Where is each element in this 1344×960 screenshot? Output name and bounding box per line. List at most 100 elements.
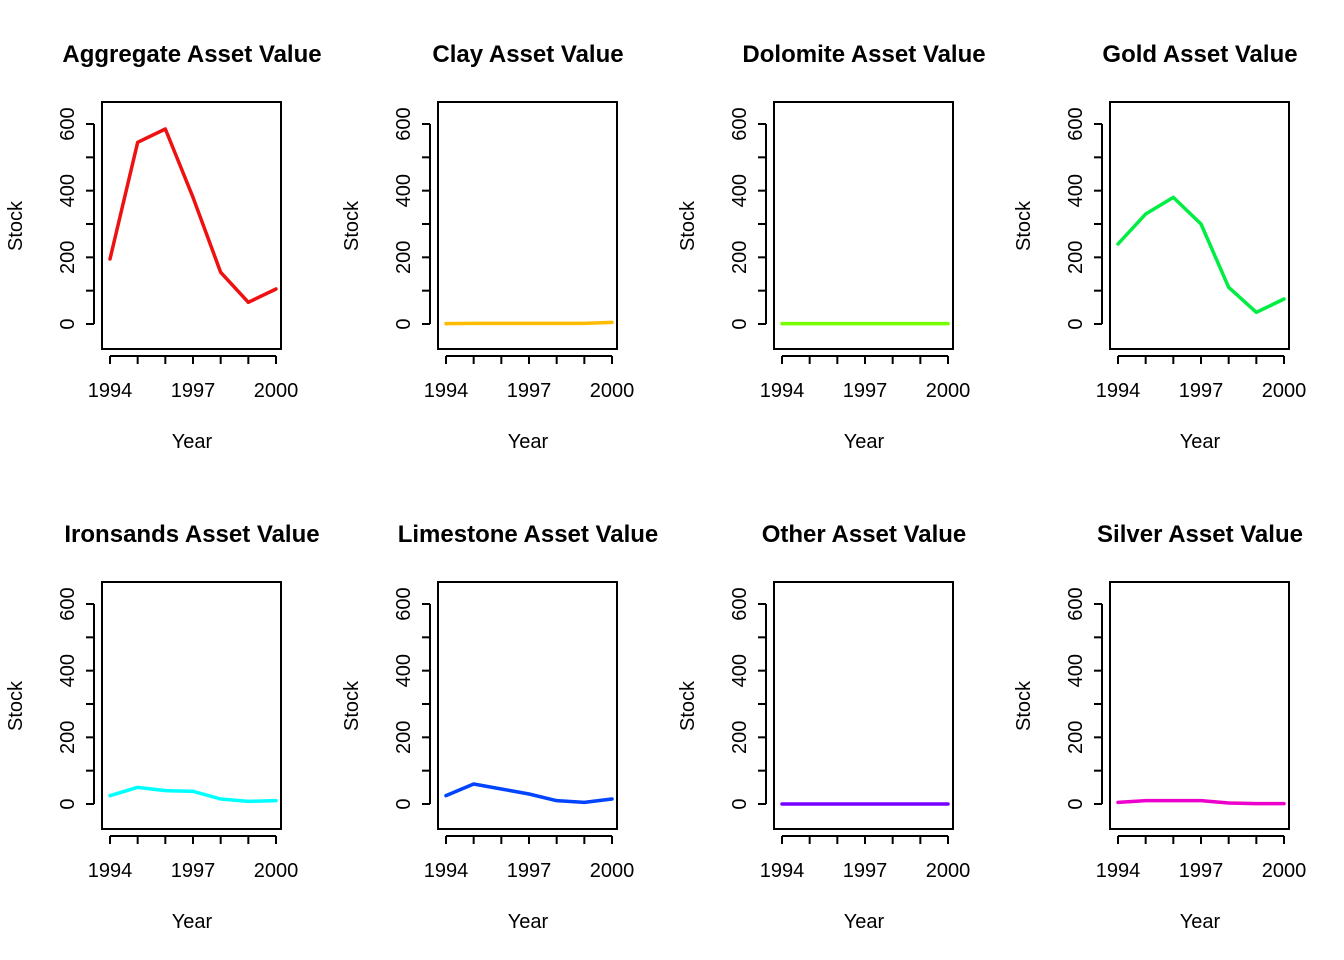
chart-title: Other Asset Value (762, 521, 967, 548)
x-tick-label: 2000 (590, 860, 635, 882)
y-axis-label: Stock (1013, 680, 1035, 731)
y-tick-label: 0 (729, 318, 751, 329)
series-line (444, 320, 614, 326)
x-tick-label: 1997 (171, 860, 216, 882)
y-tick-label: 600 (1065, 107, 1087, 140)
chart-panel: Limestone Asset Value 0 200 400 600 1994 1997 2… (341, 521, 658, 933)
plot-frame (437, 101, 618, 350)
x-tick-label: 1994 (760, 380, 805, 402)
y-axis-label: Stock (341, 200, 363, 251)
chart-panel: Silver Asset Value 0 200 400 600 1994 1997 2000… (1013, 521, 1306, 933)
x-tick-label: 2000 (1262, 380, 1307, 402)
series-line (1116, 798, 1286, 806)
chart-panel: Clay Asset Value 0 200 400 600 1994 1997 2000 Ye… (341, 41, 634, 453)
plot-frame (437, 581, 618, 830)
y-axis-label: Stock (341, 680, 363, 731)
y-tick-label: 400 (1065, 654, 1087, 687)
x-tick-label: 2000 (590, 380, 635, 402)
x-axis-label: Year (172, 911, 213, 933)
y-tick-label: 200 (57, 721, 79, 754)
plot-frame (101, 101, 282, 350)
y-tick-label: 400 (729, 174, 751, 207)
x-tick-label: 1997 (1179, 380, 1224, 402)
x-tick-label: 2000 (254, 380, 299, 402)
x-tick-label: 1994 (88, 860, 133, 882)
y-tick-label: 600 (393, 107, 415, 140)
series-line (108, 127, 278, 305)
x-axis-label: Year (508, 431, 549, 453)
x-tick-label: 1994 (88, 380, 133, 402)
x-tick-label: 1997 (507, 380, 552, 402)
x-tick-label: 1997 (507, 860, 552, 882)
plot-frame (773, 101, 954, 350)
y-tick-label: 200 (1065, 241, 1087, 274)
y-axis-label: Stock (1013, 200, 1035, 251)
series-line (108, 785, 278, 804)
plot-frame (1109, 101, 1290, 350)
y-tick-label: 0 (57, 798, 79, 809)
chart-title: Aggregate Asset Value (62, 41, 321, 68)
y-tick-label: 0 (57, 318, 79, 329)
chart-title: Ironsands Asset Value (64, 521, 319, 548)
y-tick-label: 0 (393, 318, 415, 329)
y-tick-label: 0 (729, 798, 751, 809)
chart-title: Gold Asset Value (1102, 41, 1297, 68)
x-tick-label: 2000 (1262, 860, 1307, 882)
y-tick-label: 600 (729, 107, 751, 140)
x-axis-label: Year (508, 911, 549, 933)
x-tick-label: 1997 (843, 860, 888, 882)
y-tick-label: 400 (57, 654, 79, 687)
chart-title: Silver Asset Value (1097, 521, 1303, 548)
y-tick-label: 600 (393, 587, 415, 620)
y-tick-label: 0 (1065, 798, 1087, 809)
x-axis-label: Year (1180, 911, 1221, 933)
y-axis-label: Stock (5, 680, 27, 731)
x-tick-label: 1994 (1096, 380, 1141, 402)
x-tick-label: 2000 (926, 380, 971, 402)
x-axis-label: Year (172, 431, 213, 453)
y-tick-label: 400 (57, 174, 79, 207)
y-axis-label: Stock (5, 200, 27, 251)
x-tick-label: 1997 (171, 380, 216, 402)
y-tick-label: 0 (1065, 318, 1087, 329)
x-tick-label: 1994 (1096, 860, 1141, 882)
y-tick-label: 400 (393, 174, 415, 207)
chart-panel: Gold Asset Value 0 200 400 600 1994 1997 2000 Ye… (1013, 41, 1306, 453)
y-tick-label: 400 (1065, 174, 1087, 207)
y-tick-label: 200 (57, 241, 79, 274)
y-tick-label: 600 (57, 587, 79, 620)
y-tick-label: 200 (729, 241, 751, 274)
x-tick-label: 2000 (926, 860, 971, 882)
y-tick-label: 200 (393, 241, 415, 274)
chart-panel: Aggregate Asset Value 0 200 400 600 1994 1997 2… (5, 41, 322, 453)
chart-panel: Other Asset Value 0 200 400 600 1994 1997 2000 Y… (677, 521, 970, 933)
y-tick-label: 200 (1065, 721, 1087, 754)
chart-panel: Dolomite Asset Value 0 200 400 600 1994 1997 20… (677, 41, 986, 453)
x-tick-label: 1994 (424, 860, 469, 882)
plot-frame (773, 581, 954, 830)
x-axis-label: Year (844, 431, 885, 453)
x-tick-label: 1997 (1179, 860, 1224, 882)
y-axis-label: Stock (677, 680, 699, 731)
y-tick-label: 200 (393, 721, 415, 754)
plot-frame (101, 581, 282, 830)
y-tick-label: 400 (393, 654, 415, 687)
x-tick-label: 1994 (760, 860, 805, 882)
series-line (1116, 195, 1286, 315)
y-tick-label: 200 (729, 721, 751, 754)
x-axis-label: Year (844, 911, 885, 933)
x-axis-label: Year (1180, 431, 1221, 453)
x-tick-label: 1997 (843, 380, 888, 402)
x-tick-label: 2000 (254, 860, 299, 882)
chart-title: Limestone Asset Value (398, 521, 659, 548)
y-tick-label: 400 (729, 654, 751, 687)
chart-title: Dolomite Asset Value (742, 41, 985, 68)
y-tick-label: 0 (393, 798, 415, 809)
y-tick-label: 600 (729, 587, 751, 620)
plot-frame (1109, 581, 1290, 830)
y-tick-label: 600 (1065, 587, 1087, 620)
x-tick-label: 1994 (424, 380, 469, 402)
y-tick-label: 600 (57, 107, 79, 140)
y-axis-label: Stock (677, 200, 699, 251)
